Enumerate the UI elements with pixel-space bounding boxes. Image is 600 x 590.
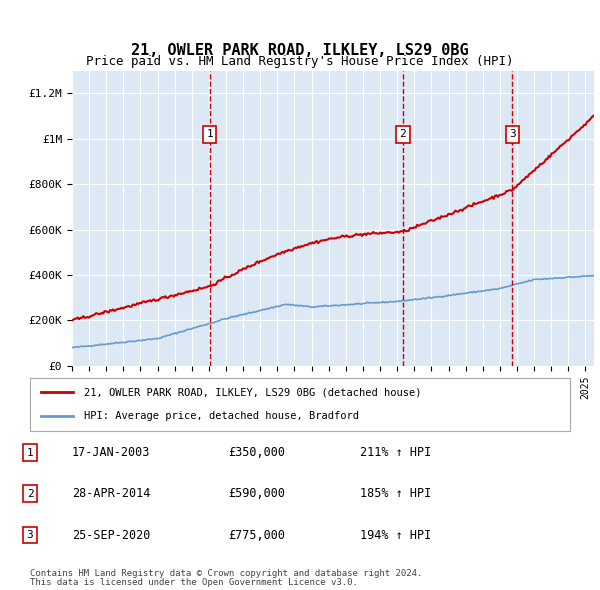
Text: 1: 1 <box>26 448 34 457</box>
Text: 2: 2 <box>400 129 406 139</box>
Text: 17-JAN-2003: 17-JAN-2003 <box>72 446 151 459</box>
Text: £590,000: £590,000 <box>228 487 285 500</box>
Text: £350,000: £350,000 <box>228 446 285 459</box>
Text: 3: 3 <box>26 530 34 540</box>
Text: 25-SEP-2020: 25-SEP-2020 <box>72 529 151 542</box>
Text: 194% ↑ HPI: 194% ↑ HPI <box>360 529 431 542</box>
Text: 3: 3 <box>509 129 516 139</box>
Text: 28-APR-2014: 28-APR-2014 <box>72 487 151 500</box>
Text: £775,000: £775,000 <box>228 529 285 542</box>
Text: Contains HM Land Registry data © Crown copyright and database right 2024.: Contains HM Land Registry data © Crown c… <box>30 569 422 578</box>
Text: 21, OWLER PARK ROAD, ILKLEY, LS29 0BG (detached house): 21, OWLER PARK ROAD, ILKLEY, LS29 0BG (d… <box>84 388 421 398</box>
Text: This data is licensed under the Open Government Licence v3.0.: This data is licensed under the Open Gov… <box>30 578 358 588</box>
Text: 21, OWLER PARK ROAD, ILKLEY, LS29 0BG: 21, OWLER PARK ROAD, ILKLEY, LS29 0BG <box>131 42 469 58</box>
Text: 185% ↑ HPI: 185% ↑ HPI <box>360 487 431 500</box>
Text: 211% ↑ HPI: 211% ↑ HPI <box>360 446 431 459</box>
Text: 2: 2 <box>26 489 34 499</box>
Text: Price paid vs. HM Land Registry's House Price Index (HPI): Price paid vs. HM Land Registry's House … <box>86 55 514 68</box>
Text: 1: 1 <box>206 129 213 139</box>
Text: HPI: Average price, detached house, Bradford: HPI: Average price, detached house, Brad… <box>84 411 359 421</box>
